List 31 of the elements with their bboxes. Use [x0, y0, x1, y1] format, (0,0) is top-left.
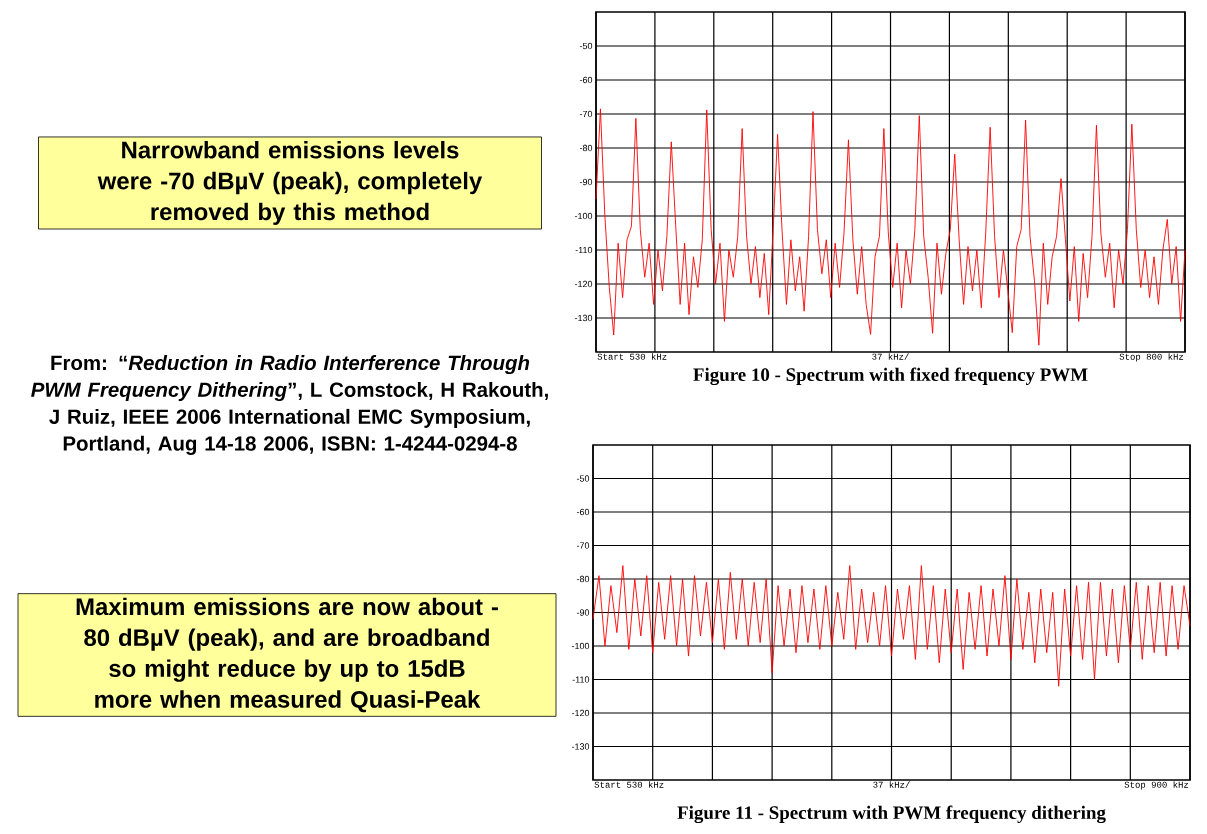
y-tick-label: -80: [579, 144, 593, 152]
y-tick-label: -120: [574, 280, 593, 288]
line-series: [595, 108, 1186, 346]
text: Start 530 kHz: [597, 353, 667, 360]
text: Figure 10 - Spectrum with fixed frequency PWM: [693, 367, 1088, 386]
y-tick-label: -100: [571, 642, 590, 650]
y-tick-label: -90: [579, 178, 593, 186]
y-tick-label: -60: [576, 508, 590, 516]
y-tick-label: -130: [574, 314, 593, 322]
text: Stop 800 kHz: [1119, 353, 1184, 362]
line-series: [592, 565, 1191, 687]
y-tick-label: -90: [576, 609, 590, 616]
text: Narrowband emissions levels were -70 dBµV (peak), completely removed by this method: [97, 140, 483, 226]
text: 37 kHz/: [873, 781, 910, 788]
y-tick-label: -110: [572, 676, 590, 683]
y-tick-label: -60: [579, 76, 593, 84]
y-tick-label: -130: [571, 743, 590, 750]
y-tick-label: -120: [571, 709, 590, 717]
text: Figure 11 - Spectrum with PWM frequency dithering: [677, 805, 1106, 824]
text: Stop 900 kHz: [1124, 781, 1189, 790]
y-tick-label: -50: [576, 475, 590, 482]
text: From: “Reduction in Radio Interference Through PWM Frequency Dithering”, L Comstock, H Rakouth, J Ruiz, IEEE 2006 International EMC Symposium, Portland, Aug 14-18 2006, ISBN: 1-4244-0294-8: [31, 355, 548, 455]
y-tick-label: -80: [576, 575, 590, 583]
y-tick-label: -70: [576, 542, 590, 549]
y-tick-label: -100: [574, 212, 593, 220]
text: Maximum emissions are now about -80 dBµV (peak), and are broadband so might reduce by up to 15dB more when measured Quasi-Peak: [76, 597, 498, 713]
y-tick-label: -70: [579, 110, 593, 118]
y-tick-label: -50: [579, 42, 593, 50]
text: 37 kHz/: [872, 353, 909, 360]
text: Start 530 kHz: [594, 781, 664, 788]
y-tick-label: -110: [575, 246, 593, 254]
